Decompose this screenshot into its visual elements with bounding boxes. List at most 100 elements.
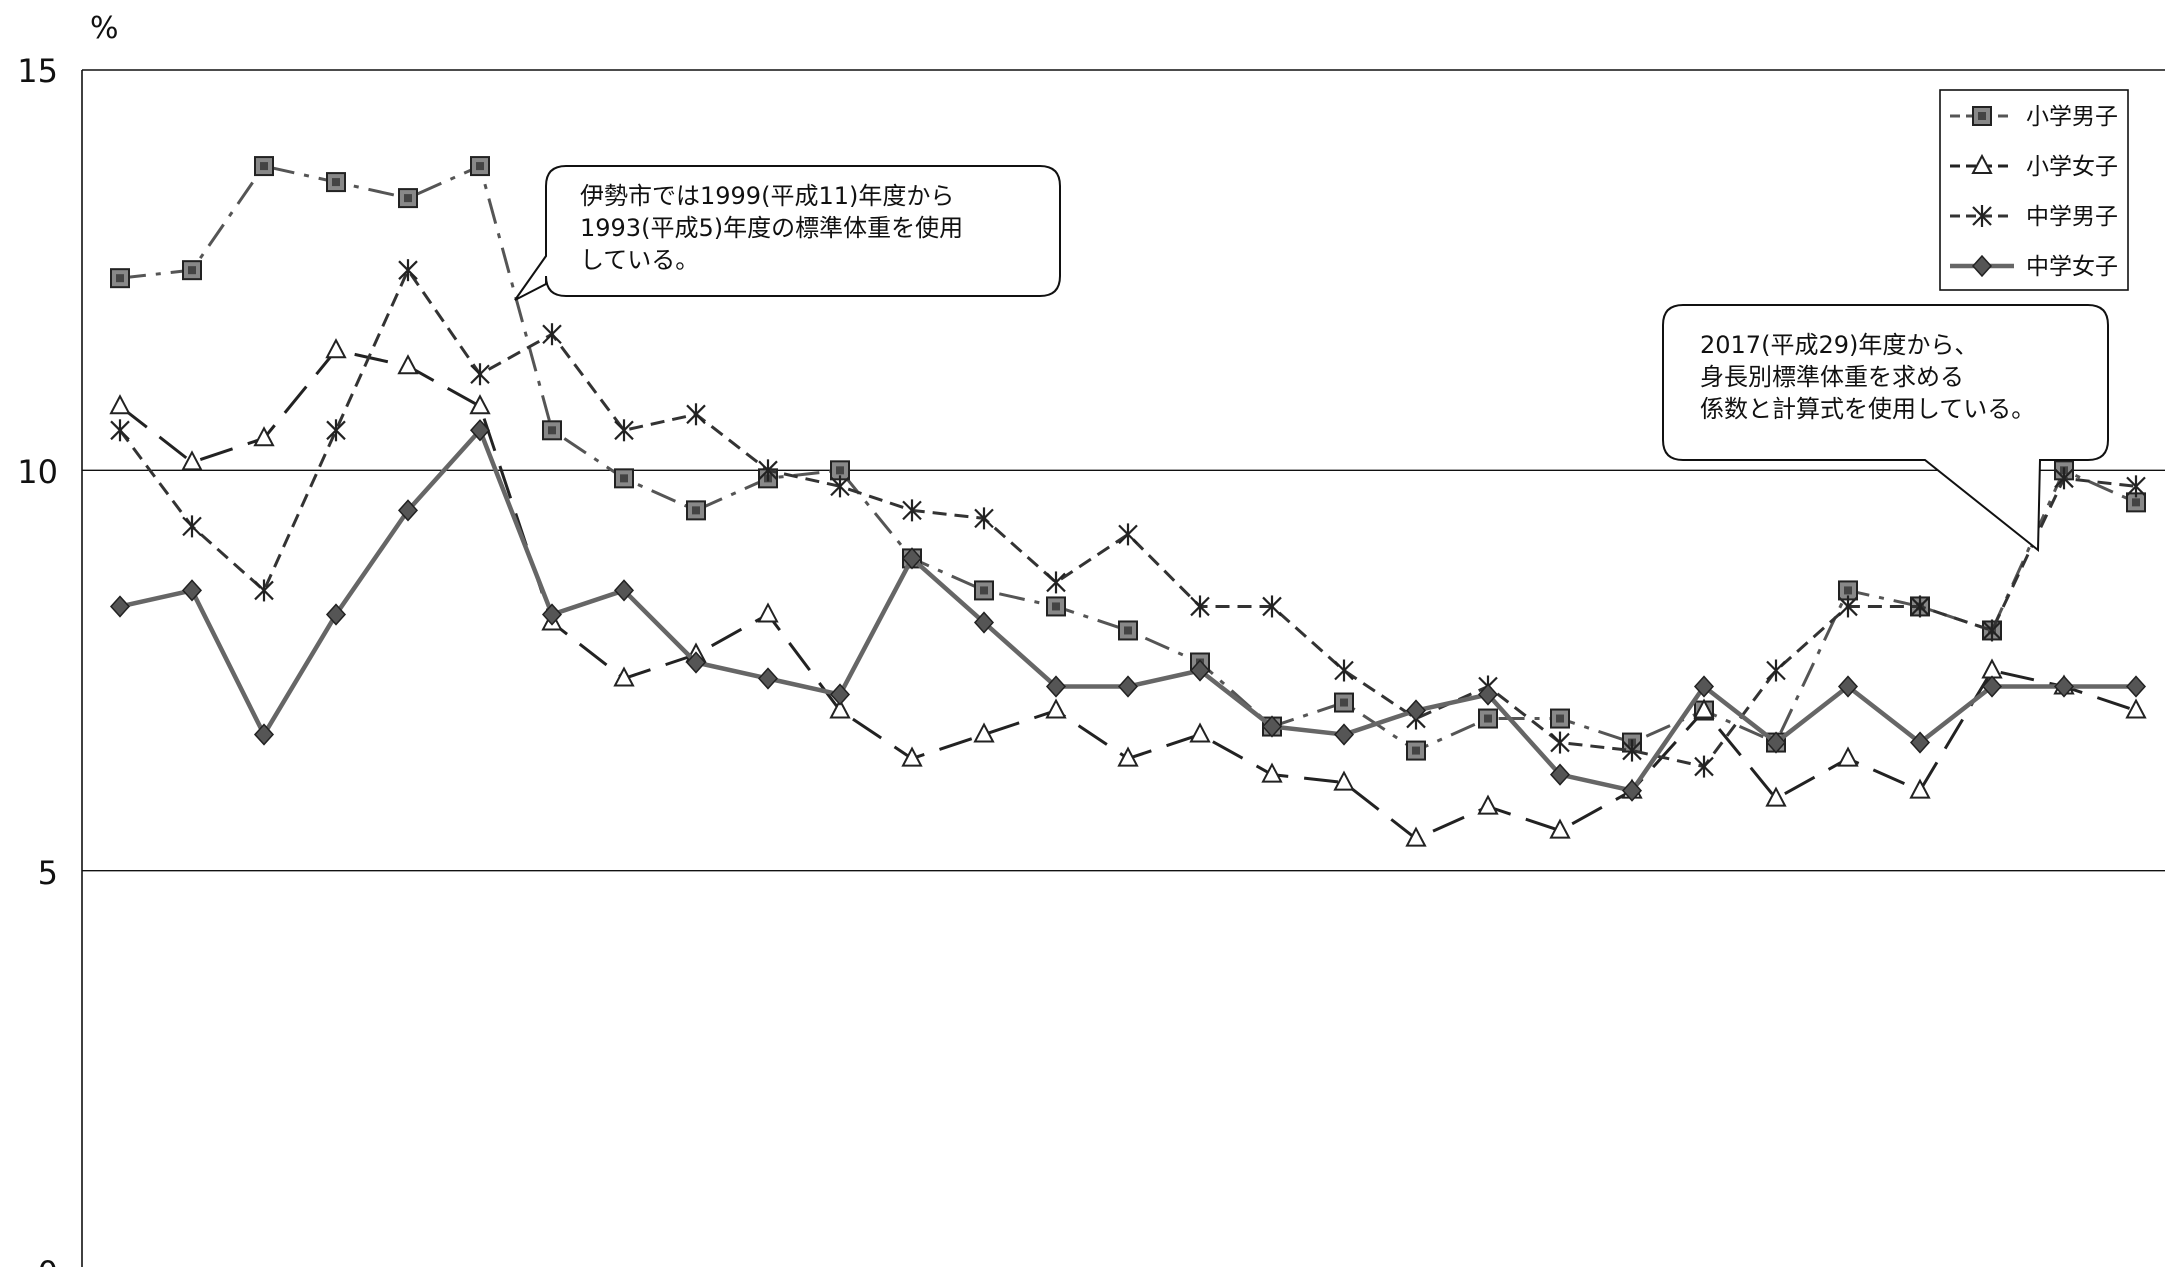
- series-2-point-27: [2054, 467, 2074, 490]
- series-2-point-4: [398, 259, 418, 282]
- legend-sample-marker-1: [1971, 153, 1993, 174]
- series-0-point-1-inner: [188, 266, 196, 275]
- series-0-point-5-inner: [476, 162, 484, 171]
- y-tick-label-10: 10: [17, 453, 58, 491]
- series-0-point-10-inner: [836, 466, 844, 475]
- series-1-point-3: [325, 338, 347, 359]
- series-1-point-10: [829, 698, 851, 719]
- series-0-point-0-inner: [116, 274, 124, 283]
- y-axis-unit-label: %: [90, 11, 119, 46]
- series-0-point-24-inner: [1844, 586, 1852, 595]
- series-0-point-8-inner: [692, 506, 700, 515]
- series-3-point-11: [901, 547, 923, 570]
- legend-items: [1950, 106, 2014, 278]
- series-0-point-18: [1406, 740, 1426, 761]
- series-3-point-3: [325, 603, 347, 626]
- series-1-point-4: [397, 354, 419, 375]
- series-0-point-8: [686, 500, 706, 521]
- series-1-point-22: [1693, 698, 1715, 719]
- series-1-point-9: [757, 602, 779, 623]
- series-1-point-13: [1045, 698, 1067, 719]
- series-2-point-14: [1118, 523, 1138, 546]
- series-3-point-23: [1765, 731, 1787, 754]
- series-0-point-19-inner: [1484, 714, 1492, 723]
- series-0-point-7-inner: [620, 474, 628, 483]
- series-2-line: [118, 268, 2137, 769]
- series-2-point-11: [902, 499, 922, 522]
- legend-label-elementary-boys: 小学男子: [2026, 104, 2118, 130]
- series-3: [109, 419, 2147, 802]
- callout-2-line-1: 2017(平成29)年度から、: [1700, 331, 1978, 359]
- series-3-point-20: [1549, 763, 1571, 786]
- series-3-point-25: [1909, 731, 1931, 754]
- callout-2-bubble: [1662, 304, 2109, 553]
- series-3-point-13: [1045, 675, 1067, 698]
- series-0-point-14: [1118, 620, 1138, 641]
- legend-box: [1939, 89, 2129, 291]
- series-0-point-12-inner: [980, 586, 988, 595]
- series-3-point-1: [181, 579, 203, 602]
- series-1-point-19: [1477, 794, 1499, 815]
- series-1-point-0: [109, 394, 131, 415]
- series-2-point-9: [758, 459, 778, 482]
- series-0-point-14-inner: [1124, 626, 1132, 635]
- legend-sample-marker-0: [1972, 106, 1992, 126]
- series-1-point-5: [469, 394, 491, 415]
- series-3-point-4: [397, 499, 419, 522]
- series-0-point-3: [326, 172, 346, 193]
- series-1-point-20: [1549, 818, 1571, 839]
- series-2-point-25: [1910, 595, 1930, 618]
- series-3-point-10: [829, 683, 851, 706]
- series-3-point-7: [613, 579, 635, 602]
- series-2-point-7: [614, 419, 634, 442]
- callout-1-line-3: している。: [580, 246, 699, 274]
- series-2-point-23: [1766, 659, 1786, 682]
- series-1-point-2: [253, 426, 275, 447]
- callout-2-line-2: 身長別標準体重を求める: [1700, 363, 1964, 391]
- series-2: [110, 259, 2146, 778]
- legend-label-junior-high-girls: 中学女子: [2026, 254, 2118, 280]
- series-0-point-17-inner: [1340, 698, 1348, 707]
- callout-1-line-2: 1993(平成5)年度の標準体重を使用: [580, 214, 963, 242]
- series-0-point-13-inner: [1052, 602, 1060, 611]
- series-0-point-0: [110, 268, 130, 289]
- series-1-point-11: [901, 746, 923, 767]
- series-3-point-16: [1261, 715, 1283, 738]
- y-tick-label-5: 5: [38, 854, 58, 892]
- series-2-point-0: [110, 419, 130, 442]
- series-3-point-26: [1981, 675, 2003, 698]
- series-1-point-16: [1261, 762, 1283, 783]
- series-0-point-28-inner: [2132, 498, 2140, 507]
- callout-1-line-1: 伊勢市では1999(平成11)年度から: [580, 182, 954, 210]
- series-3-point-28: [2125, 675, 2147, 698]
- annotation-callout-1: 伊勢市では1999(平成11)年度から 1993(平成5)年度の標準体重を使用 …: [514, 165, 1061, 301]
- series-3-point-0: [109, 595, 131, 618]
- legend-sample-marker-0-inner: [1978, 112, 1986, 120]
- series-0-point-2-inner: [260, 162, 268, 171]
- legend: 小学男子 小学女子 中学男子 中学女子: [1939, 89, 2129, 291]
- series-0-point-1: [182, 260, 202, 281]
- series-2-point-22: [1694, 755, 1714, 778]
- annotation-callout-2: 2017(平成29)年度から、 身長別標準体重を求める 係数と計算式を使用してい…: [1662, 304, 2109, 553]
- series-0-point-17: [1334, 692, 1354, 713]
- series-3-point-27: [2053, 675, 2075, 698]
- series-0-point-13: [1046, 596, 1066, 617]
- series-2-point-16: [1262, 595, 1282, 618]
- series-0-point-5: [470, 156, 490, 177]
- series-2-point-8: [686, 403, 706, 426]
- series-1-point-24: [1837, 746, 1859, 767]
- series-2-point-28: [2126, 475, 2146, 498]
- series-2-point-12: [974, 507, 994, 530]
- legend-sample-marker-2: [1972, 205, 1992, 227]
- y-tick-label-15: 15: [17, 52, 58, 90]
- series-2-point-17: [1334, 659, 1354, 682]
- series-0-point-20: [1550, 708, 1570, 729]
- series-3-point-5: [469, 419, 491, 442]
- series-1-point-1: [181, 450, 203, 471]
- series-2-point-26: [1982, 619, 2002, 642]
- series-3-point-22: [1693, 675, 1715, 698]
- series-3-point-6: [541, 603, 563, 626]
- series-3-point-14: [1117, 675, 1139, 698]
- series-3-point-19: [1477, 683, 1499, 706]
